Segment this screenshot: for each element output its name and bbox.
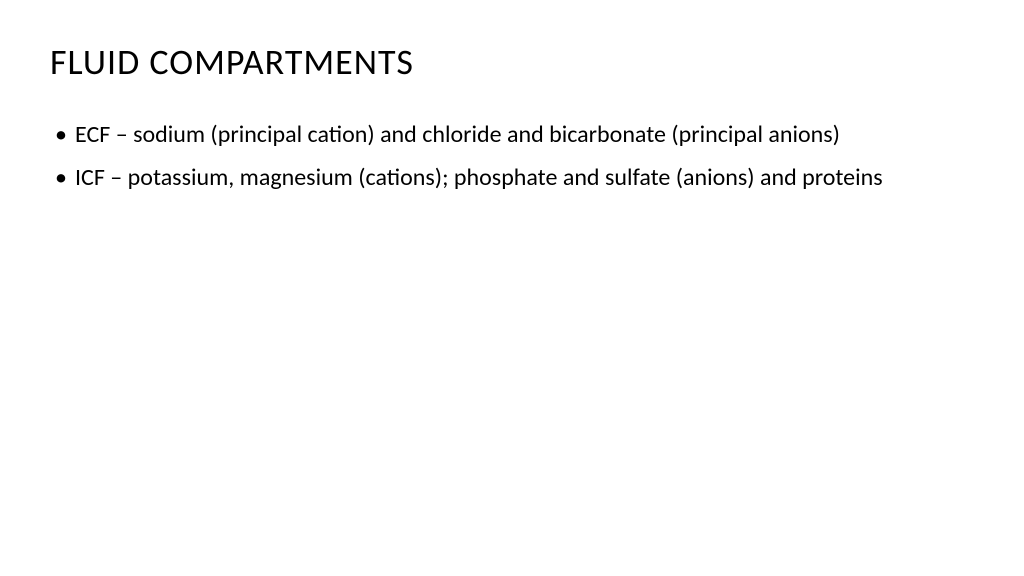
bullet-item: ICF – potassium, magnesium (cations); ph…: [55, 162, 974, 193]
slide-title: FLUID COMPARTMENTS: [50, 40, 974, 84]
bullet-item: ECF – sodium (principal cation) and chlo…: [55, 119, 974, 150]
bullet-list: ECF – sodium (principal cation) and chlo…: [50, 119, 974, 193]
